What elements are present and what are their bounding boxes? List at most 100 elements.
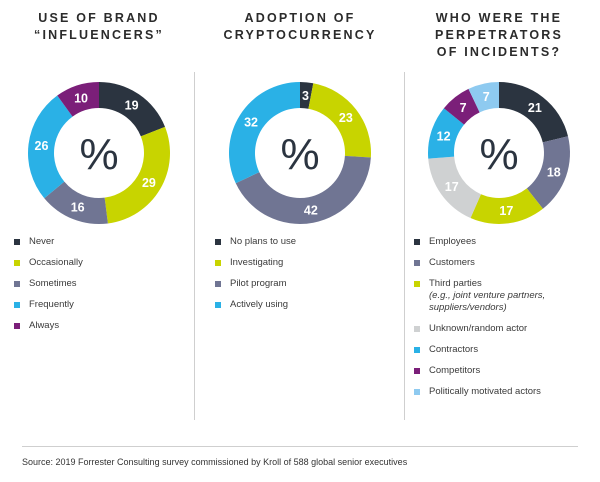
chart-title: WHO WERE THE PERPETRATORS OF INCIDENTS?	[434, 11, 564, 59]
legend-label: Third parties (e.g., joint venture partne…	[429, 278, 584, 314]
donut-slice	[468, 82, 499, 113]
slice-value-label: 16	[71, 200, 85, 214]
legend-swatch	[414, 239, 420, 245]
legend-label: Contractors	[429, 344, 479, 355]
slice-value-label: 17	[499, 204, 513, 218]
legend-swatch	[215, 260, 221, 266]
panel-perpetrators: WHO WERE THE PERPETRATORS OF INCIDENTS? …	[414, 0, 584, 430]
slice-value-label: 19	[125, 99, 139, 113]
legend-swatch	[14, 260, 20, 266]
slice-value-label: 10	[74, 91, 88, 105]
donut-slice	[27, 95, 73, 199]
slice-value-label: 3	[302, 89, 309, 103]
legend-swatch	[414, 281, 420, 287]
legend-label: No plans to use	[230, 236, 297, 247]
legend: Never Occasionally Sometimes Frequently Alwa…	[14, 236, 184, 341]
legend-label: Employees	[429, 236, 476, 247]
legend-swatch	[414, 260, 420, 266]
slice-value-label: 17	[445, 180, 459, 194]
donut-slice	[57, 82, 99, 117]
legend-swatch	[14, 239, 20, 245]
slice-value-label: 7	[460, 101, 467, 115]
legend-label: Investigating	[230, 257, 284, 268]
donut-slice	[499, 82, 568, 143]
legend-sublabel: (e.g., joint venture partners, suppliers…	[429, 290, 546, 313]
chart-title: ADOPTION OF CRYPTOCURRENCY	[223, 11, 377, 42]
legend-label: Competitors	[429, 365, 481, 376]
legend-swatch	[215, 239, 221, 245]
legend-item: Customers	[414, 257, 584, 269]
donut-slice	[235, 155, 371, 224]
legend-swatch	[14, 281, 20, 287]
legend-swatch	[215, 302, 221, 308]
source-note: Source: 2019 Forrester Consulting survey…	[22, 457, 408, 467]
legend-item: Competitors	[414, 365, 584, 377]
legend-item: Actively using	[215, 299, 385, 311]
donut-slice	[44, 181, 108, 224]
donut-chart: 3 23 42 32%	[228, 82, 371, 224]
legend-item: Politically motivated actors	[414, 386, 584, 398]
slice-value-label: 7	[483, 90, 490, 104]
legend-item: Occasionally	[14, 257, 184, 269]
legend-item: Never	[14, 236, 184, 248]
legend-label: Occasionally	[29, 257, 83, 268]
legend-label: Politically motivated actors	[429, 386, 541, 397]
donut-slice	[428, 156, 481, 219]
legend-item: No plans to use	[215, 236, 385, 248]
divider	[194, 72, 195, 420]
donut-slice	[104, 126, 170, 224]
divider	[404, 72, 405, 420]
slice-value-label: 12	[437, 129, 451, 143]
legend-swatch	[414, 347, 420, 353]
donut-chart: 21 18 17 17 12 7 7%	[428, 82, 570, 224]
legend-label: Actively using	[230, 299, 289, 310]
legend-label: Always	[29, 320, 60, 331]
donut-slice	[228, 82, 300, 184]
legend-item: Investigating	[215, 257, 385, 269]
legend-swatch	[414, 326, 420, 332]
panel-cryptocurrency: ADOPTION OF CRYPTOCURRENCY 3 23 42 32% No p…	[215, 0, 385, 430]
legend: Employees Customers Third parties (e.g., jo…	[414, 236, 584, 407]
legend-item: Third parties (e.g., joint venture partne…	[414, 278, 584, 314]
slice-value-label: 42	[304, 203, 318, 217]
slice-value-label: 32	[244, 115, 258, 129]
legend-label: Pilot program	[230, 278, 287, 289]
chart-title: USE OF BRAND “INFLUENCERS”	[34, 11, 164, 42]
donut-slice	[428, 108, 465, 159]
donut-slice	[470, 188, 543, 224]
legend-label: Unknown/random actor	[429, 323, 528, 334]
donut-chart: 19 29 16 26 10%	[27, 82, 170, 224]
legend-item: Frequently	[14, 299, 184, 311]
legend-swatch	[14, 302, 20, 308]
legend: No plans to use Investigating Pilot progra…	[215, 236, 385, 320]
legend-swatch	[14, 323, 20, 329]
legend-item: Sometimes	[14, 278, 184, 290]
legend-item: Always	[14, 320, 184, 332]
legend-item: Pilot program	[215, 278, 385, 290]
legend-swatch	[215, 281, 221, 287]
percent-symbol: %	[280, 130, 319, 179]
legend-swatch	[414, 368, 420, 374]
slice-value-label: 18	[547, 165, 561, 179]
donut-slice	[526, 136, 570, 209]
donut-slice	[99, 82, 166, 137]
footer-rule	[22, 446, 578, 447]
legend-item: Contractors	[414, 344, 584, 356]
legend-label: Sometimes	[29, 278, 77, 289]
donut-slice	[300, 82, 314, 109]
slice-value-label: 21	[528, 101, 542, 115]
slice-value-label: 29	[142, 176, 156, 190]
legend-label: Customers	[429, 257, 475, 268]
legend-swatch	[414, 389, 420, 395]
panel-brand-influencers: USE OF BRAND “INFLUENCERS” 19 29 16 26 10% N…	[14, 0, 184, 430]
legend-item: Employees	[414, 236, 584, 248]
percent-symbol: %	[79, 130, 118, 179]
legend-item: Unknown/random actor	[414, 323, 584, 335]
slice-value-label: 23	[339, 111, 353, 125]
slice-value-label: 26	[35, 139, 49, 153]
legend-label: Frequently	[29, 299, 74, 310]
percent-symbol: %	[479, 130, 518, 179]
legend-label: Never	[29, 236, 55, 247]
donut-slice	[308, 83, 371, 158]
donut-slice	[443, 88, 480, 125]
